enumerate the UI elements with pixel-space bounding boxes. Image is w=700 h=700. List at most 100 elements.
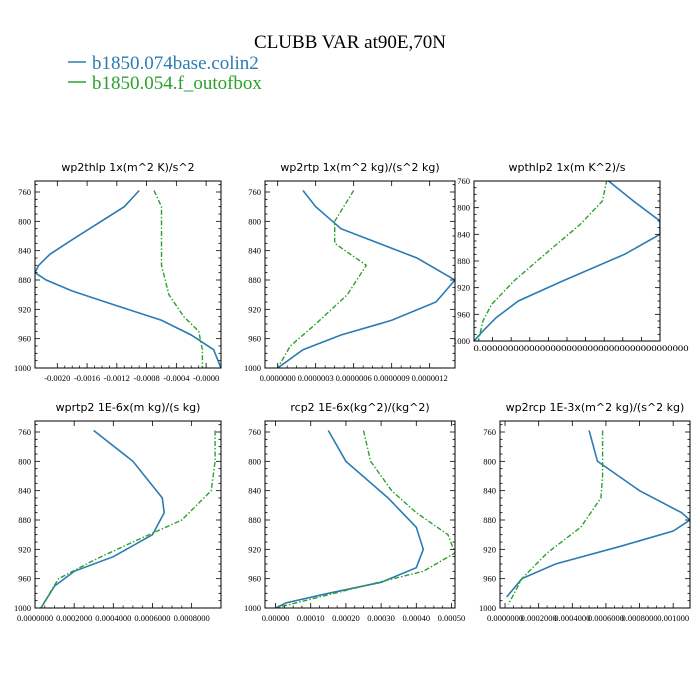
plot-frame-wp2thlp bbox=[34, 180, 222, 369]
series-line-outofbox bbox=[275, 430, 455, 608]
series-group-wpthlp2 bbox=[474, 181, 660, 341]
series-group-wp2rcp bbox=[506, 430, 690, 605]
panel-wp2rcp: wp2rcp 1E-3x(m^2 kg)/(s^2 kg) 760 800 840 88… bbox=[479, 401, 691, 623]
xtick-label: -0.0000 bbox=[193, 373, 219, 383]
series-group-wp2thlp bbox=[35, 189, 221, 368]
series-line-outofbox bbox=[507, 430, 604, 605]
ytick-label: 880 bbox=[248, 275, 261, 285]
ytick-label: 880 bbox=[248, 515, 261, 525]
panel-title-rcp2: rcp2 1E-6x(kg^2)/(kg^2) bbox=[290, 401, 429, 414]
ytick-label: 800 bbox=[18, 216, 31, 226]
xtick-label: 0.0004000 bbox=[554, 613, 590, 623]
panel-title-wpthlp2: wpthlp2 1x(m K^2)/s bbox=[509, 161, 626, 174]
ytick-label: 1000 bbox=[14, 603, 31, 613]
xtick-label: 0.0000000 bbox=[260, 373, 296, 383]
figure-title: CLUBB VAR at90E,70N bbox=[254, 32, 446, 53]
xtick-label: 0.00000 bbox=[262, 613, 290, 623]
panel-wp2rtp: wp2rtp 1x(m^2 kg)/(s^2 kg) 760 800 840 880 92… bbox=[244, 161, 456, 383]
panel-title-wp2rtp: wp2rtp 1x(m^2 kg)/(s^2 kg) bbox=[280, 161, 439, 174]
xtick-label: 0.0008000 bbox=[621, 613, 657, 623]
ytick-label: 920 bbox=[248, 544, 261, 554]
xtick-label: 0.00040 bbox=[402, 613, 430, 623]
ytick-label: 960 bbox=[18, 574, 31, 584]
ytick-label: 920 bbox=[457, 283, 470, 293]
ytick-label: 1000 bbox=[479, 603, 496, 613]
series-group-wp2rtp bbox=[277, 190, 455, 368]
series-line-colin2 bbox=[506, 430, 690, 598]
series-line-colin2 bbox=[474, 181, 660, 341]
xtick-label: -0.0016 bbox=[74, 373, 100, 383]
series-line-colin2 bbox=[277, 190, 455, 368]
ytick-label: 840 bbox=[18, 486, 31, 496]
plot-frame-wprtp2 bbox=[34, 420, 222, 609]
ytick-label: 920 bbox=[18, 544, 31, 554]
plot-frame-wp2rcp bbox=[499, 420, 691, 609]
ytick-label: 840 bbox=[248, 486, 261, 496]
ytick-label: 800 bbox=[457, 203, 470, 213]
legend-label-outofbox: b1850.054.f_outofbox bbox=[92, 73, 262, 94]
ytick-label: 800 bbox=[248, 216, 261, 226]
panel-title-wprtp2: wprtp2 1E-6x(m kg)/(s kg) bbox=[56, 401, 201, 414]
xtick-label: 0.0002000 bbox=[56, 613, 92, 623]
xtick-label: 0.0004000 bbox=[95, 613, 131, 623]
ytick-label: 920 bbox=[248, 304, 261, 314]
xtick-label: 0.0002000 bbox=[521, 613, 557, 623]
ytick-label: 800 bbox=[483, 456, 496, 466]
panel-title-wp2rcp: wp2rcp 1E-3x(m^2 kg)/(s^2 kg) bbox=[506, 401, 685, 414]
ytick-label: 920 bbox=[483, 544, 496, 554]
xtick-label: 0.00030 bbox=[367, 613, 395, 623]
xtick-label: 0.001000 bbox=[657, 613, 689, 623]
panel-rcp2: rcp2 1E-6x(kg^2)/(kg^2) 760 800 840 880 920 96… bbox=[244, 401, 465, 623]
xtick-label: 0.00050 bbox=[438, 613, 466, 623]
series-line-outofbox bbox=[153, 190, 204, 368]
ytick-label: 760 bbox=[457, 176, 470, 186]
ytick-label: 1000 bbox=[453, 336, 470, 346]
xtick-label: -0.0008 bbox=[133, 373, 159, 383]
xtick-label: 0.0000000 bbox=[17, 613, 53, 623]
ytick-label: 1000 bbox=[244, 603, 261, 613]
xtick-label: 0.0000009 bbox=[374, 373, 410, 383]
series-group-wprtp2 bbox=[40, 429, 216, 608]
ytick-label: 960 bbox=[248, 574, 261, 584]
xtick-label: 0.0008000 bbox=[174, 613, 210, 623]
ytick-label: 840 bbox=[248, 246, 261, 256]
series-line-outofbox bbox=[277, 190, 368, 368]
xtick-label: -0.0012 bbox=[104, 373, 130, 383]
xtick-label: 0.0000003 bbox=[298, 373, 334, 383]
panel-wprtp2: wprtp2 1E-6x(m kg)/(s kg) 760 800 840 880 920… bbox=[14, 401, 222, 623]
ytick-label: 760 bbox=[248, 427, 261, 437]
ytick-label: 760 bbox=[248, 187, 261, 197]
ytick-label: 1000 bbox=[244, 363, 261, 373]
ytick-label: 880 bbox=[18, 515, 31, 525]
panels: wp2thlp 1x(m^2 K)/s^2 760 800 840 880 920 960 1… bbox=[14, 161, 691, 623]
ytick-label: 800 bbox=[248, 456, 261, 466]
legend-label-colin2: b1850.074base.colin2 bbox=[92, 53, 259, 74]
ytick-label: 880 bbox=[18, 275, 31, 285]
xtick-label: 0.00010 bbox=[297, 613, 325, 623]
xtick-label: 0.0000000 bbox=[487, 613, 523, 623]
ytick-label: 840 bbox=[18, 246, 31, 256]
panel-wp2thlp: wp2thlp 1x(m^2 K)/s^2 760 800 840 880 920 960 1… bbox=[14, 161, 222, 383]
ytick-label: 960 bbox=[457, 309, 470, 319]
ytick-label: 760 bbox=[18, 427, 31, 437]
ytick-label: 960 bbox=[483, 574, 496, 584]
series-line-outofbox bbox=[40, 430, 216, 608]
plot-frame-wp2rtp bbox=[264, 180, 456, 369]
xtick-label: 0.0000012 bbox=[412, 373, 448, 383]
xtick-label: 0.0006000 bbox=[588, 613, 624, 623]
ytick-label: 1000 bbox=[14, 363, 31, 373]
xtick-label: 0.0006000 bbox=[134, 613, 170, 623]
ytick-label: 760 bbox=[483, 427, 496, 437]
xtick-label: 0.00020 bbox=[332, 613, 360, 623]
series-group-rcp2 bbox=[275, 430, 455, 608]
xtick-label: -0.0020 bbox=[44, 373, 70, 383]
ytick-label: 840 bbox=[483, 486, 496, 496]
series-line-colin2 bbox=[40, 429, 166, 608]
series-line-outofbox bbox=[477, 181, 608, 341]
ytick-label: 800 bbox=[18, 456, 31, 466]
panel-wpthlp2: wpthlp2 1x(m K^2)/s 760 800 840 880 920 960 100… bbox=[453, 161, 689, 353]
ytick-label: 880 bbox=[483, 515, 496, 525]
ytick-label: 920 bbox=[18, 304, 31, 314]
